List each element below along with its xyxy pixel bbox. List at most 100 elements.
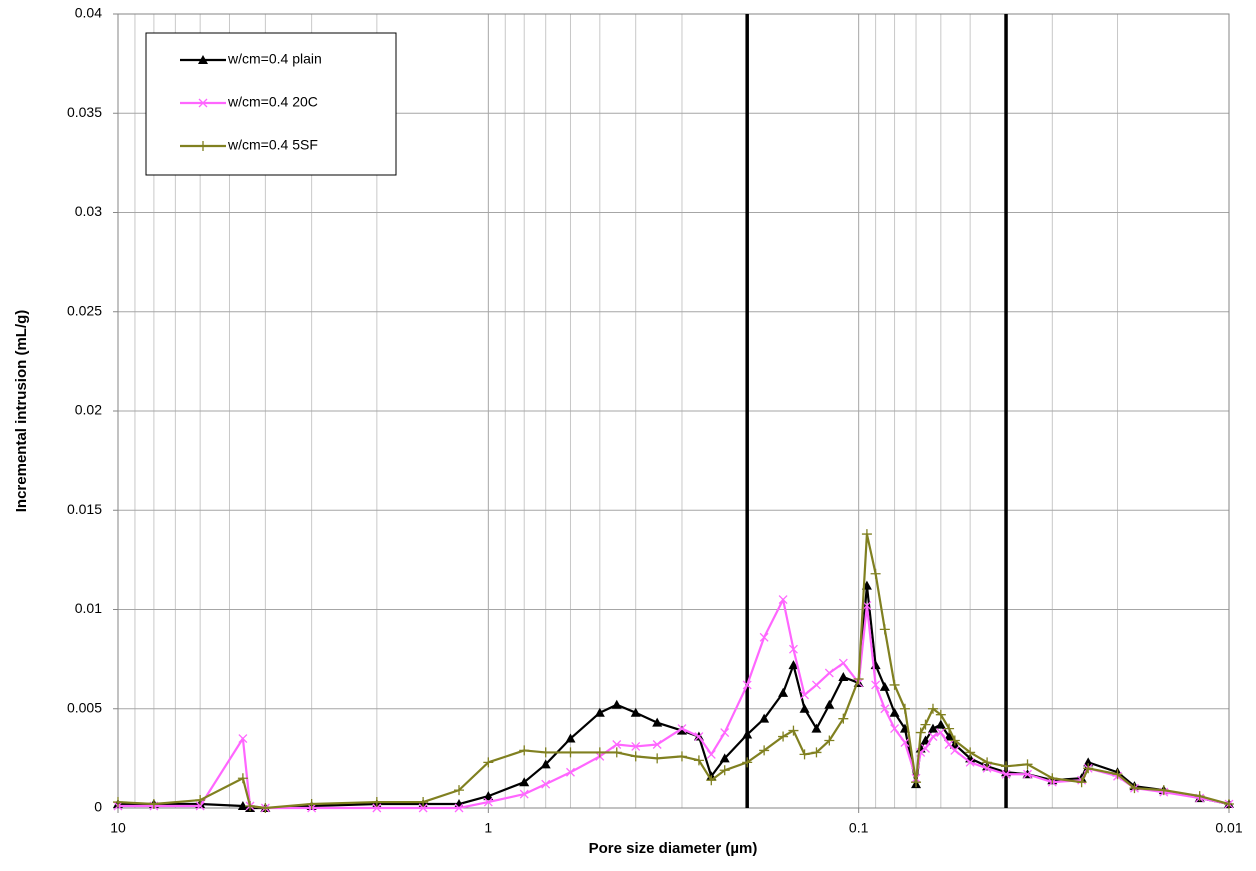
marker: [861, 529, 872, 540]
marker-shape: [838, 671, 849, 681]
marker: [565, 733, 576, 743]
marker: [1158, 785, 1169, 796]
marker: [778, 595, 788, 605]
marker-shape: [652, 717, 663, 727]
marker-shape: [838, 658, 848, 668]
marker-shape: [1047, 773, 1058, 784]
marker: [1047, 773, 1058, 784]
marker: [944, 731, 955, 741]
marker-shape: [454, 785, 465, 796]
marker-shape: [519, 789, 529, 799]
marker-shape: [965, 757, 975, 767]
marker-shape: [418, 803, 428, 813]
marker-shape: [812, 680, 821, 690]
marker: [788, 644, 798, 654]
marker-shape: [245, 801, 256, 812]
marker: [652, 717, 663, 727]
y-axis-label: Incremental intrusion (mL/g): [13, 310, 30, 513]
series-line: [118, 584, 1230, 810]
marker: [719, 753, 730, 763]
marker-shape: [889, 679, 900, 690]
marker-shape: [1022, 759, 1033, 770]
marker: [788, 660, 799, 670]
marker: [195, 801, 205, 811]
marker: [1224, 799, 1234, 810]
marker-shape: [915, 727, 926, 738]
marker: [454, 785, 465, 796]
marker: [594, 707, 605, 717]
marker-shape: [1001, 761, 1012, 772]
marker-shape: [742, 680, 752, 690]
marker-shape: [720, 728, 730, 738]
marker: [540, 759, 551, 769]
marker-shape: [611, 699, 622, 709]
marker: [566, 767, 575, 777]
marker-shape: [799, 703, 810, 713]
marker: [519, 789, 529, 799]
marker-shape: [706, 749, 716, 759]
marker-shape: [935, 719, 946, 729]
marker: [631, 742, 641, 751]
marker-shape: [811, 747, 822, 758]
marker-shape: [1112, 769, 1123, 780]
marker-shape: [949, 735, 960, 746]
marker-shape: [824, 668, 834, 678]
marker-shape: [778, 595, 788, 605]
marker-shape: [113, 797, 123, 808]
marker: [799, 749, 810, 760]
marker: [879, 681, 890, 691]
marker: [853, 673, 864, 684]
marker: [788, 725, 799, 736]
marker-shape: [870, 568, 881, 579]
marker-shape: [811, 723, 822, 733]
y-tick-label: 0.02: [75, 402, 102, 418]
marker-shape: [824, 699, 835, 709]
marker: [811, 723, 822, 733]
marker-shape: [1076, 777, 1087, 788]
marker-shape: [1129, 783, 1140, 794]
marker: [652, 753, 663, 764]
marker-shape: [889, 707, 900, 717]
marker-shape: [899, 703, 910, 714]
marker-shape: [483, 791, 494, 801]
legend-marker: [198, 141, 208, 151]
marker-shape: [719, 765, 730, 776]
marker: [237, 773, 248, 784]
marker-shape: [911, 777, 922, 788]
marker: [812, 680, 821, 690]
marker-shape: [890, 724, 900, 734]
marker-shape: [788, 725, 799, 736]
marker: [927, 723, 938, 733]
marker-shape: [519, 777, 530, 787]
marker: [706, 775, 717, 786]
marker: [824, 668, 834, 678]
marker: [915, 727, 926, 738]
marker-shape: [565, 733, 576, 743]
marker-shape: [778, 731, 789, 742]
marker: [260, 803, 271, 813]
marker: [911, 777, 922, 788]
x-tick-label: 0.1: [849, 820, 869, 836]
marker: [1083, 757, 1094, 767]
y-tick-label: 0.005: [67, 699, 102, 715]
marker-shape: [630, 707, 641, 717]
y-tick-label: 0.025: [67, 302, 102, 318]
marker: [800, 690, 810, 700]
marker: [565, 747, 576, 758]
marker: [1083, 763, 1094, 774]
marker-shape: [1023, 769, 1032, 779]
marker-shape: [611, 747, 622, 758]
marker: [418, 803, 428, 813]
marker-shape: [824, 735, 835, 746]
marker-shape: [483, 757, 494, 768]
marker-shape: [719, 753, 730, 763]
marker: [1001, 769, 1011, 779]
marker-shape: [483, 797, 493, 807]
marker-shape: [1194, 791, 1205, 802]
marker: [920, 719, 931, 730]
marker-shape: [800, 690, 810, 700]
marker-shape: [935, 709, 946, 720]
marker-shape: [195, 801, 205, 811]
marker-shape: [982, 763, 992, 773]
